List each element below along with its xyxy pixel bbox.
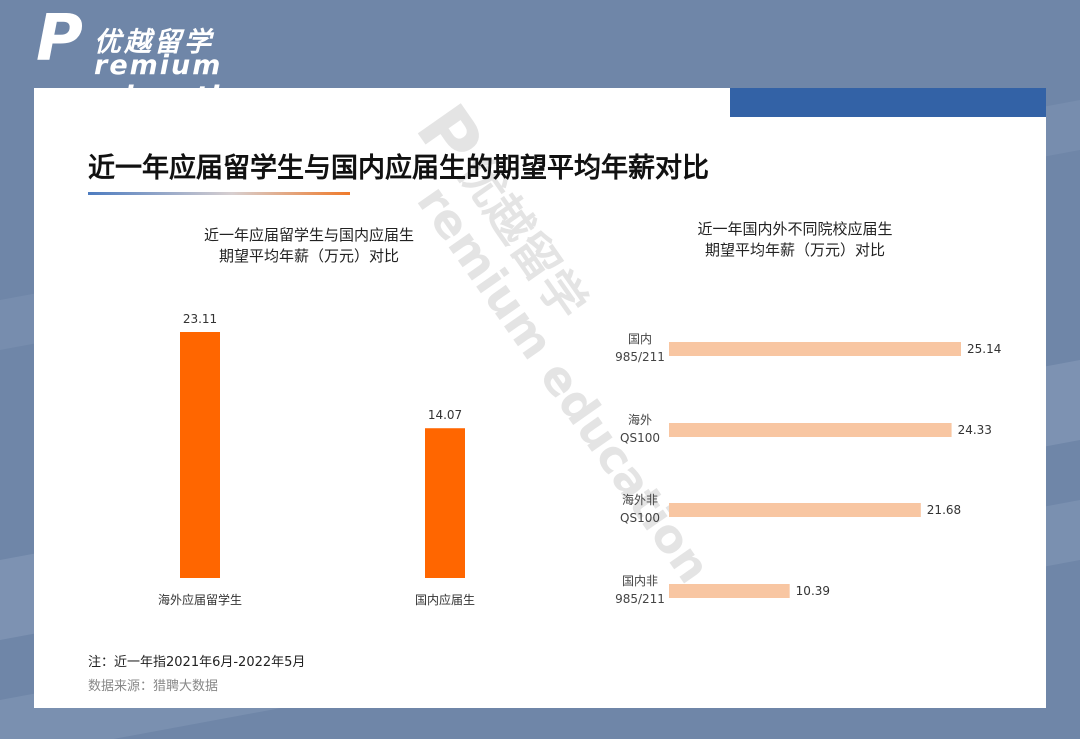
category-label-1: 海外应届留学生: [158, 592, 242, 607]
hbar-category-label-2-line2: QS100: [620, 431, 660, 445]
hbar-3: [669, 503, 921, 517]
left-chart-title-line2: 期望平均年薪（万元）对比: [218, 247, 399, 265]
card-accent-bar: [730, 88, 1046, 117]
hbar-category-label-4-line1: 国内非: [622, 574, 658, 588]
hbar-category-label-4-line2: 985/211: [615, 592, 665, 606]
footnote: 注：近一年指2021年6月-2022年5月: [88, 655, 306, 670]
right-chart-title: 近一年国内外不同院校应届生 期望平均年薪（万元）对比: [640, 219, 950, 261]
hbar-1: [669, 342, 961, 356]
logo-letter: P: [36, 2, 83, 76]
left-chart-title-line1: 近一年应届留学生与国内应届生: [203, 226, 414, 244]
hbar-4: [669, 584, 790, 598]
title-underline: [88, 192, 350, 195]
right-chart-title-line1: 近一年国内外不同院校应届生: [697, 220, 893, 238]
hbar-category-label-1-line2: 985/211: [615, 350, 665, 364]
bar-2: [425, 428, 465, 578]
bar-value-label-2: 14.07: [428, 408, 462, 422]
bar-value-label-1: 23.11: [183, 312, 217, 326]
hbar-category-label-1-line1: 国内: [628, 332, 652, 346]
category-label-2: 国内应届生: [415, 592, 475, 607]
hbar-value-label-2: 24.33: [958, 423, 992, 437]
bar-1: [180, 332, 220, 578]
hbar-category-label-2-line1: 海外: [628, 412, 652, 427]
data-source: 数据来源：猎聘大数据: [88, 679, 219, 694]
right-chart-title-line2: 期望平均年薪（万元）对比: [704, 241, 885, 259]
hbar-value-label-1: 25.14: [967, 342, 1001, 356]
hbar-2: [669, 423, 952, 437]
page-title: 近一年应届留学生与国内应届生的期望平均年薪对比: [88, 153, 709, 184]
charts-canvas: 23.11 海外应届留学生 14.07 国内应届生 25.14 国内 985/211 24.3…: [158, 312, 1001, 607]
hbar-value-label-4: 10.39: [796, 584, 830, 598]
left-chart-title: 近一年应届留学生与国内应届生 期望平均年薪（万元）对比: [154, 225, 464, 267]
hbar-value-label-3: 21.68: [927, 503, 961, 517]
brand-logo: P 优越留学 remium education: [36, 2, 376, 112]
content-card: P 优越留学 remium education 近一年应届留学生与国内应届生的期…: [34, 88, 1046, 708]
hbar-category-label-3-line1: 海外非: [622, 492, 658, 507]
hbar-category-label-3-line2: QS100: [620, 511, 660, 525]
logo-chinese: 优越留学: [94, 27, 214, 58]
